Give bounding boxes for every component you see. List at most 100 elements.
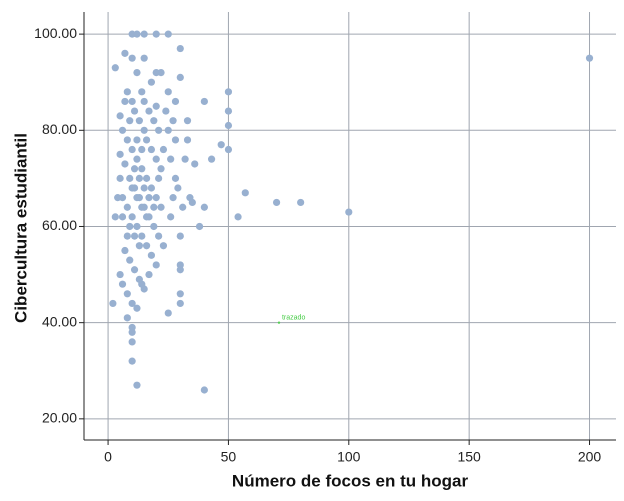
point [224,145,233,154]
point [135,117,143,125]
point [118,213,127,221]
point [133,136,141,144]
point [128,184,136,192]
point [241,189,249,197]
y-tick-label: 60.00 [42,217,77,233]
point [121,49,129,57]
point [171,174,180,182]
point [116,174,124,182]
point [152,261,160,269]
point [133,222,141,231]
point [176,290,184,298]
point [159,242,168,250]
point [164,309,172,317]
point [118,280,127,288]
point [150,222,158,231]
point [234,213,242,221]
point [183,117,192,125]
point [116,112,124,120]
point [145,107,153,115]
y-axis-label: Cibercultura estudiantil [11,133,30,323]
point [133,68,141,77]
point [152,155,160,163]
point [183,136,192,144]
point [114,194,122,202]
point [140,54,148,62]
point [272,198,281,207]
point [176,44,184,53]
y-tick-label: 20.00 [42,410,77,426]
point [128,145,136,154]
point [345,208,353,216]
point [118,126,127,134]
point [138,145,146,154]
point [176,266,184,274]
point [147,251,156,259]
point [142,174,151,182]
point [200,97,208,106]
point [207,155,216,163]
point [171,136,180,144]
point [224,121,233,130]
point [126,117,134,125]
point [130,165,139,173]
y-tick-label: 100.00 [34,25,77,41]
point [224,88,233,96]
point [585,54,594,62]
point [130,107,139,115]
point [186,194,194,202]
point [150,203,158,211]
point [126,222,134,231]
point [145,270,153,279]
point [181,155,189,163]
point [128,357,136,365]
point [121,160,129,168]
point [133,30,141,38]
point [135,242,143,250]
point [128,338,136,346]
point [123,290,131,298]
point [174,184,182,192]
point [169,194,177,202]
point [133,381,141,389]
point [123,203,131,211]
x-tick-label: 200 [578,449,602,465]
point [169,117,177,125]
point [171,97,180,106]
point [130,266,139,274]
point [123,314,131,322]
point [142,242,151,250]
point [133,304,141,312]
point [135,174,143,182]
point [128,323,136,332]
point [195,222,204,231]
x-tick-label: 100 [337,449,361,465]
point [140,97,148,106]
point [109,299,117,308]
point [140,184,148,192]
point [167,213,175,221]
point [123,88,131,96]
point [152,30,160,38]
x-tick-label: 50 [221,449,237,465]
point [176,73,184,82]
point [140,30,148,38]
point [111,213,119,221]
x-tick-label: 150 [457,449,481,465]
point [200,386,208,394]
point [126,256,134,264]
point [297,198,305,207]
point [116,270,124,279]
y-tick-label: 40.00 [42,313,77,329]
point [133,155,141,163]
point [128,299,136,308]
x-tick-label: 0 [104,449,112,465]
point [162,107,170,115]
point [147,145,156,154]
point [126,174,134,182]
point [157,203,165,211]
point [128,97,136,106]
annotation: trazado [282,315,305,322]
point [147,78,156,86]
